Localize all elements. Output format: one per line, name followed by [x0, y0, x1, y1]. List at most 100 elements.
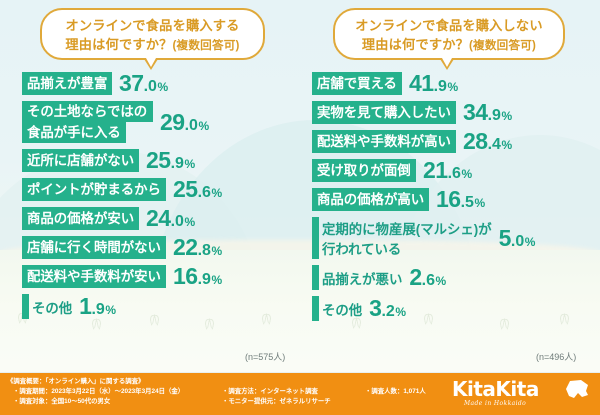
kitakita-logo[interactable]: KitaKita Made in Hokkaido	[452, 376, 592, 412]
bar-row: その他 1.9%	[22, 294, 302, 319]
value-integer: 29	[160, 108, 185, 135]
bar-label: 食品が手に入る	[27, 125, 121, 140]
survey-monitor-source: ・モニター提供元：ゼネラルリサーチ	[222, 398, 331, 405]
bar-value: 28.4%	[463, 130, 512, 153]
bar-row: その他 3.2%	[312, 296, 592, 321]
bar-row-inner: 店舗で買える 41.9%	[312, 72, 592, 95]
bar-label: 品揃えが豊富	[27, 76, 108, 91]
percent-sign: %	[447, 80, 459, 94]
question-bubble-left: オンラインで食品を購入する 理由は何ですか？(複数回答可)	[40, 8, 265, 60]
bar-row: 配送料や手数料が安い 16.9%	[22, 265, 302, 288]
bar-label: 受け取りが面倒	[317, 163, 411, 178]
bar-value: 25.9%	[146, 149, 195, 172]
chart-column-left: 品揃えが豊富 37.0% その土地ならではの 食品が手に入る 29.0% 近所に店舗がない…	[22, 72, 302, 325]
bar-label: 近所に店舗がない	[27, 153, 135, 168]
bar-row-inner: 店舗に行く時間がない 22.8%	[22, 236, 302, 259]
value-decimal: .8	[197, 242, 211, 259]
percent-sign: %	[461, 167, 473, 181]
value-integer: 5	[498, 224, 512, 251]
value-integer: 16	[173, 263, 198, 289]
question-line-2-sub: (複数回答可)	[469, 38, 537, 52]
bar-row: 店舗に行く時間がない 22.8%	[22, 236, 302, 259]
bar-row: 近所に店舗がない 25.9%	[22, 149, 302, 172]
bar-value: 25.6%	[173, 178, 222, 201]
bar-value: 21.6%	[423, 159, 472, 182]
bar-row-inner: 近所に店舗がない 25.9%	[22, 149, 302, 172]
value-integer: 16	[436, 186, 461, 212]
bar-value: 5.0%	[498, 224, 536, 251]
bar-row-inner: 商品の価格が高い 16.5%	[312, 188, 592, 211]
bar-row-inner: 配送料や手数料が高い 28.4%	[312, 130, 592, 153]
percent-sign: %	[474, 196, 486, 210]
question-line-2: 理由は何ですか？(複数回答可)	[341, 36, 557, 55]
survey-method: ・調査方法：インターネット調査	[222, 387, 318, 395]
value-integer: 2	[409, 264, 422, 290]
bar-row: その土地ならではの 食品が手に入る 29.0%	[22, 101, 302, 143]
logo-tagline: Made in Hokkaido	[464, 400, 527, 407]
bar-row-inner: 定期的に物産展(マルシェ)が 行われている 5.0%	[312, 217, 592, 259]
bar: 店舗で買える	[312, 72, 402, 95]
value-integer: 41	[409, 70, 434, 96]
hokkaido-shape-icon	[566, 380, 588, 398]
bubble-tail-right	[440, 58, 454, 70]
bar-label: その他	[322, 302, 363, 318]
bar-label: 商品の価格が高い	[317, 192, 425, 207]
bar-label: ポイントが貯まるから	[27, 182, 161, 197]
bar-row: 実物を見て購入したい 34.9%	[312, 101, 592, 124]
bar-stub	[22, 294, 29, 319]
bar: その土地ならではの 食品が手に入る	[22, 101, 153, 143]
chart-column-right: 店舗で買える 41.9% 実物を見て購入したい 34.9% 配送料や手数料が高い 28.4…	[312, 72, 592, 327]
value-decimal: .0	[510, 232, 525, 250]
value-decimal: .6	[447, 165, 461, 182]
bubble-tail-left	[144, 58, 158, 70]
value-decimal: .9	[170, 155, 184, 172]
question-line-1: オンラインで食品を購入する	[65, 18, 240, 33]
bar-row: 受け取りが面倒 21.6%	[312, 159, 592, 182]
value-integer: 25	[173, 176, 198, 202]
value-integer: 22	[173, 234, 198, 260]
bar-value: 16.5%	[436, 188, 485, 211]
footer-divider	[0, 372, 600, 373]
bar-value: 22.8%	[173, 236, 222, 259]
percent-sign: %	[501, 109, 513, 123]
bar: 商品の価格が安い	[22, 207, 139, 230]
bar-label: 実物を見て購入したい	[317, 105, 451, 120]
value-decimal: .9	[433, 78, 447, 95]
bar-value: 34.9%	[463, 101, 512, 124]
bar-value: 29.0%	[160, 108, 209, 135]
value-decimal: .6	[197, 184, 211, 201]
bar-row: 商品の価格が高い 16.5%	[312, 188, 592, 211]
footer-bar: 《調査概要：「オンライン購入」に関する調査》 ・調査期間：2023年3月22日（…	[0, 372, 600, 415]
value-integer: 3	[369, 295, 382, 321]
survey-respondent-count: ・調査人数：1,071人	[365, 387, 426, 395]
bar-value: 2.6%	[409, 266, 446, 289]
value-integer: 34	[463, 99, 488, 125]
question-line-2-sub: (複数回答可)	[172, 38, 240, 52]
bar-value: 24.0%	[146, 207, 195, 230]
bar-row-inner: 受け取りが面倒 21.6%	[312, 159, 592, 182]
bar: 受け取りが面倒	[312, 159, 416, 182]
value-decimal: .9	[197, 271, 211, 288]
question-line-1: オンラインで食品を購入しない	[355, 18, 543, 33]
sample-size-left: (n=575人)	[245, 352, 286, 362]
bar-row-inner: 配送料や手数料が安い 16.9%	[22, 265, 302, 288]
value-integer: 1	[79, 293, 92, 319]
value-decimal: .4	[487, 136, 501, 153]
bar-row: 定期的に物産展(マルシェ)が 行われている 5.0%	[312, 217, 592, 259]
bar-value: 41.9%	[409, 72, 458, 95]
bar-row: ポイントが貯まるから 25.6%	[22, 178, 302, 201]
question-bubble-right: オンラインで食品を購入しない 理由は何ですか？(複数回答可)	[333, 8, 565, 60]
value-decimal: .0	[170, 213, 184, 230]
bar-row: 配送料や手数料が高い 28.4%	[312, 130, 592, 153]
survey-target: ・調査対象：全国10〜50代の男女	[13, 398, 111, 405]
bar-row-inner: その土地ならではの 食品が手に入る 29.0%	[22, 101, 302, 143]
bar-label: 配送料や手数料が高い	[317, 134, 451, 149]
percent-sign: %	[211, 244, 223, 258]
percent-sign: %	[524, 234, 536, 249]
percent-sign: %	[211, 273, 223, 287]
percent-sign: %	[501, 138, 513, 152]
value-integer: 24	[146, 205, 171, 231]
bar-label: 品揃えが悪い	[322, 271, 403, 287]
percent-sign: %	[184, 157, 196, 171]
